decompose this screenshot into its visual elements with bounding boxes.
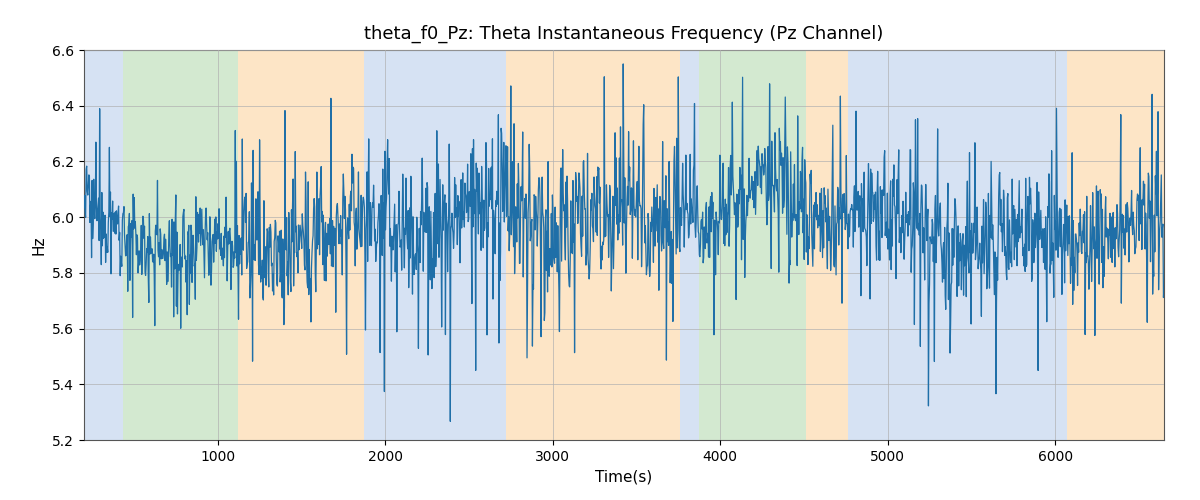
Bar (364, 50, 492, 440)
X-axis label: Time(s): Time(s) (595, 470, 653, 484)
Bar (506, 50, 680, 440)
Title: theta_f0_Pz: Theta Instantaneous Frequency (Pz Channel): theta_f0_Pz: Theta Instantaneous Frequen… (365, 25, 883, 43)
Bar (847, 50, 1067, 440)
Bar (698, 50, 805, 440)
Y-axis label: Hz: Hz (31, 236, 47, 255)
Bar (680, 50, 698, 440)
Bar (238, 50, 364, 440)
Bar (805, 50, 847, 440)
Bar (1067, 50, 1164, 440)
Bar (122, 50, 238, 440)
Bar (492, 50, 506, 440)
Bar (84, 50, 122, 440)
